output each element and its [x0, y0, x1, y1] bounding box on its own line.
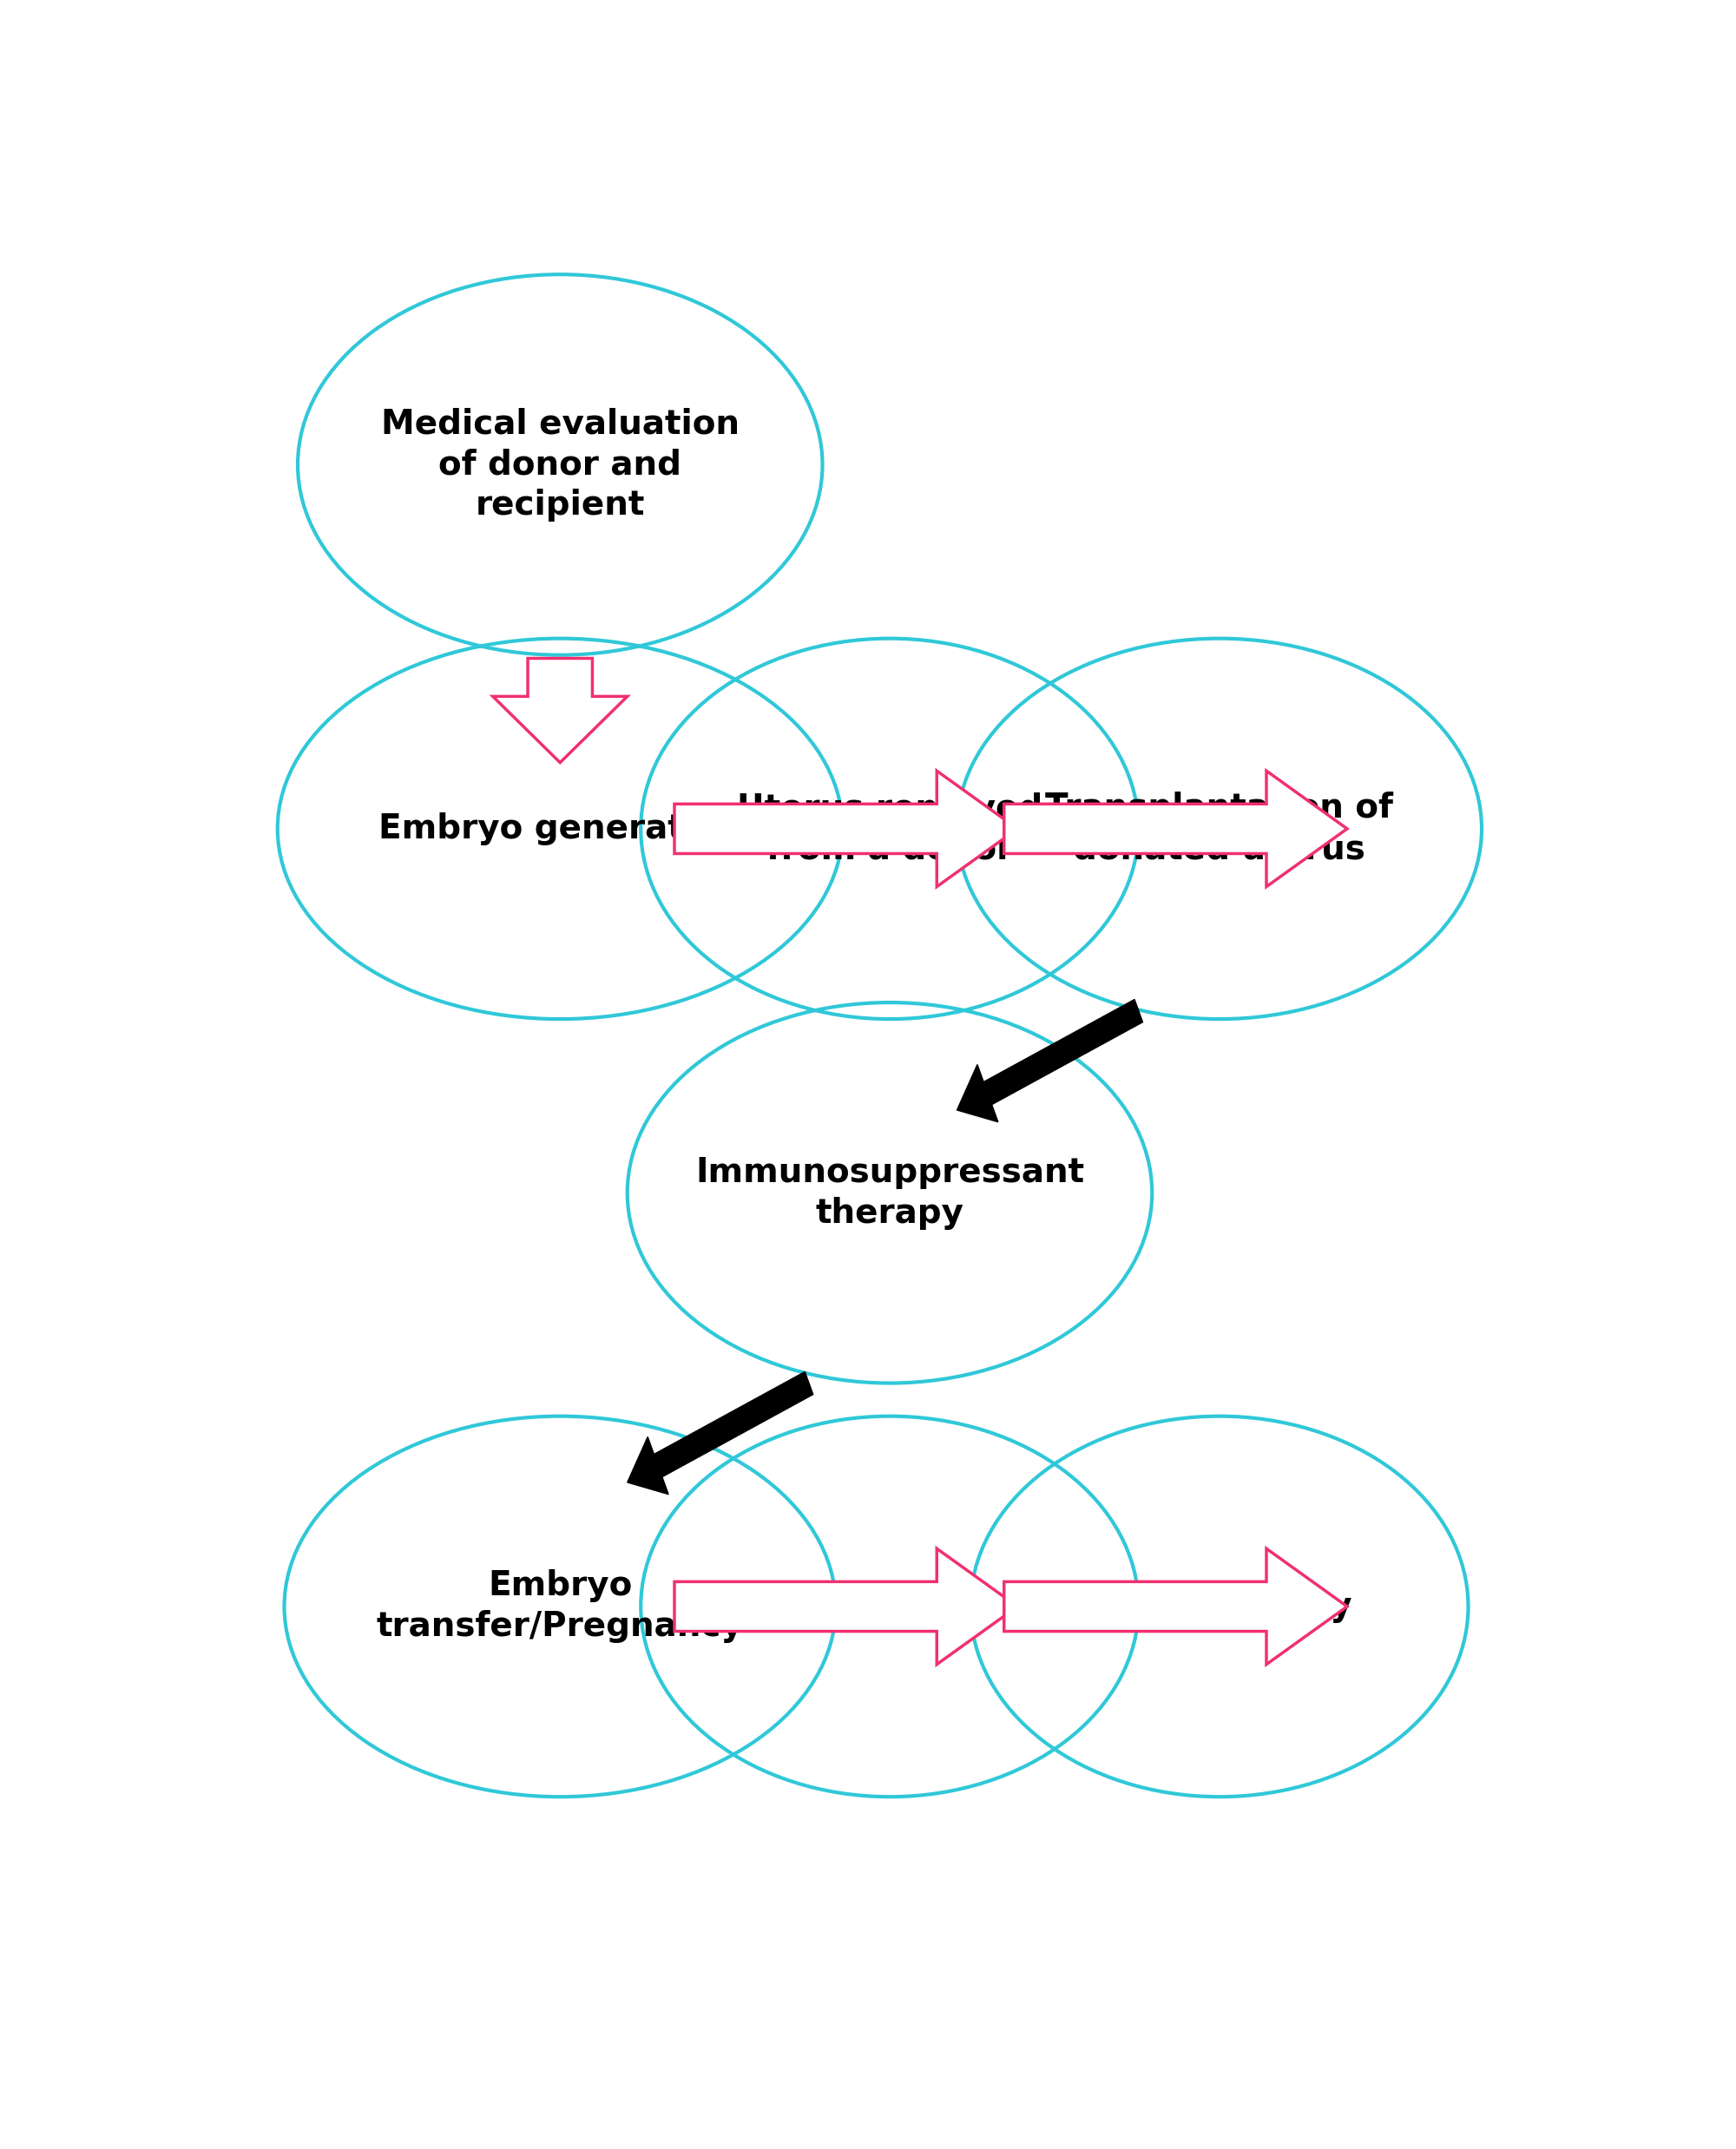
Polygon shape [674, 1549, 1017, 1663]
Polygon shape [1003, 771, 1347, 888]
Text: Immunosuppressant
therapy: Immunosuppressant therapy [694, 1156, 1085, 1229]
Text: Cesarean delivery: Cesarean delivery [719, 1590, 1061, 1622]
Polygon shape [674, 771, 1017, 888]
Text: Hysterectomy: Hysterectomy [1087, 1590, 1352, 1622]
Polygon shape [1003, 1549, 1347, 1663]
Polygon shape [493, 658, 627, 763]
Text: Embryo
transfer/Pregnancy: Embryo transfer/Pregnancy [377, 1569, 743, 1644]
FancyArrow shape [627, 1371, 812, 1494]
Text: Transplantation of
donated uterus: Transplantation of donated uterus [1045, 791, 1394, 866]
Text: Medical evaluation
of donor and
recipient: Medical evaluation of donor and recipien… [380, 408, 740, 522]
Text: Uterus removed
from a donor: Uterus removed from a donor [736, 791, 1043, 866]
Text: Embryo generation: Embryo generation [378, 812, 741, 845]
FancyArrow shape [957, 999, 1142, 1122]
